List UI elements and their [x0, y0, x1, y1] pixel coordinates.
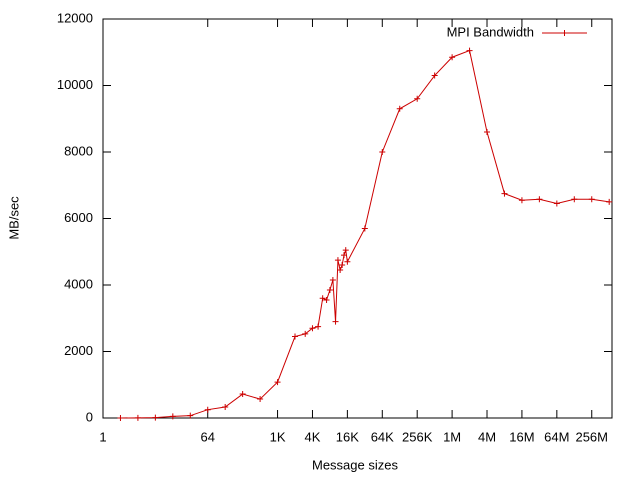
data-point — [309, 325, 316, 332]
data-point — [414, 95, 421, 102]
data-point — [342, 247, 349, 254]
data-point — [204, 406, 211, 413]
plot-border — [102, 18, 613, 419]
x-tick-label: 64M — [544, 429, 569, 444]
y-axis-label: MB/sec — [6, 196, 21, 240]
data-point — [431, 72, 438, 79]
data-point — [588, 196, 595, 203]
y-tick-label: 0 — [86, 409, 93, 424]
data-point — [536, 196, 543, 203]
data-point — [315, 323, 322, 330]
y-tick-label: 8000 — [64, 143, 93, 158]
data-point — [396, 105, 403, 112]
data-point — [484, 129, 491, 136]
data-point — [334, 257, 341, 264]
data-point — [169, 413, 176, 420]
x-tick-label: 256K — [402, 429, 433, 444]
x-tick-label: 1K — [270, 429, 286, 444]
data-point — [329, 277, 336, 284]
data-point — [292, 333, 299, 340]
x-tick-label: 4K — [305, 429, 321, 444]
data-point — [361, 225, 368, 232]
x-axis-label: Message sizes — [312, 457, 398, 472]
data-point — [319, 295, 326, 302]
data-point — [222, 404, 229, 411]
y-tick-label: 6000 — [64, 210, 93, 225]
data-point — [606, 198, 613, 205]
y-tick-label: 12000 — [57, 10, 93, 25]
x-tick-label: 4M — [478, 429, 496, 444]
data-point — [134, 414, 141, 421]
data-point — [332, 318, 339, 325]
x-tick-label: 64 — [200, 429, 214, 444]
data-point — [344, 258, 351, 265]
data-point — [117, 415, 124, 421]
data-point — [274, 379, 281, 386]
data-point — [323, 296, 330, 303]
data-point — [152, 414, 159, 421]
x-tick-label: 256M — [575, 429, 608, 444]
legend-swatch — [542, 30, 587, 36]
data-point — [553, 200, 560, 207]
y-tick-label: 2000 — [64, 343, 93, 358]
x-tick-label: 16K — [336, 429, 359, 444]
data-point — [257, 396, 264, 403]
series-line — [120, 49, 610, 419]
data-point — [449, 54, 456, 61]
y-tick-label: 4000 — [64, 276, 93, 291]
x-tick-label: 1M — [443, 429, 461, 444]
data-point — [518, 197, 525, 204]
data-point — [302, 330, 309, 337]
data-point — [239, 391, 246, 398]
y-tick-label: 10000 — [57, 77, 93, 92]
x-tick-label: 64K — [371, 429, 394, 444]
data-point — [501, 190, 508, 197]
data-point — [187, 412, 194, 419]
data-point — [326, 286, 333, 293]
x-tick-label: 1 — [99, 429, 106, 444]
data-point — [571, 196, 578, 203]
legend-label: MPI Bandwidth — [447, 24, 534, 39]
data-point — [341, 252, 348, 259]
data-point — [337, 267, 344, 274]
data-point — [339, 262, 346, 269]
data-point — [466, 47, 473, 54]
x-tick-label: 16M — [509, 429, 534, 444]
data-point — [379, 149, 386, 155]
